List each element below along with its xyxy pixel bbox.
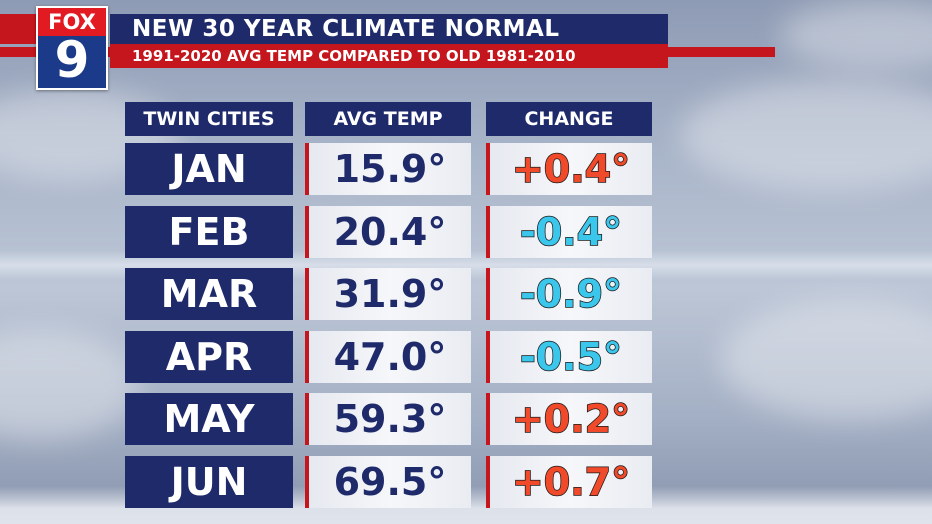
column-header-location: TWIN CITIES xyxy=(125,102,293,136)
change-cell: -0.4° xyxy=(486,206,652,258)
logo-channel: 9 xyxy=(54,31,90,89)
fox9-logo: FOX 9 xyxy=(36,6,108,90)
avg-temp-cell: 20.4° xyxy=(305,206,471,258)
logo-brand: FOX xyxy=(48,10,96,34)
change-value: +0.7° xyxy=(511,459,631,505)
change-value: -0.4° xyxy=(519,209,623,255)
avg-temp-cell: 69.5° xyxy=(305,456,471,508)
change-value: -0.9° xyxy=(519,271,623,317)
month-cell: MAR xyxy=(125,268,293,320)
avg-temp-cell: 31.9° xyxy=(305,268,471,320)
month-cell: MAY xyxy=(125,393,293,445)
month-cell: JAN xyxy=(125,143,293,195)
header-accent-left xyxy=(0,14,36,44)
change-cell: +0.2° xyxy=(486,393,652,445)
change-value: -0.5° xyxy=(519,334,623,380)
column-header-change: CHANGE xyxy=(486,102,652,136)
avg-temp-cell: 15.9° xyxy=(305,143,471,195)
graphic-subtitle: 1991-2020 AVG TEMP COMPARED TO OLD 1981-… xyxy=(110,44,668,68)
column-header-avg-temp: AVG TEMP xyxy=(305,102,471,136)
month-cell: JUN xyxy=(125,456,293,508)
change-cell: -0.9° xyxy=(486,268,652,320)
avg-temp-cell: 59.3° xyxy=(305,393,471,445)
change-cell: -0.5° xyxy=(486,331,652,383)
change-value: +0.2° xyxy=(511,396,631,442)
month-cell: APR xyxy=(125,331,293,383)
change-value: +0.4° xyxy=(511,146,631,192)
change-cell: +0.7° xyxy=(486,456,652,508)
month-cell: FEB xyxy=(125,206,293,258)
avg-temp-cell: 47.0° xyxy=(305,331,471,383)
change-cell: +0.4° xyxy=(486,143,652,195)
graphic-title: NEW 30 YEAR CLIMATE NORMAL xyxy=(110,14,668,44)
